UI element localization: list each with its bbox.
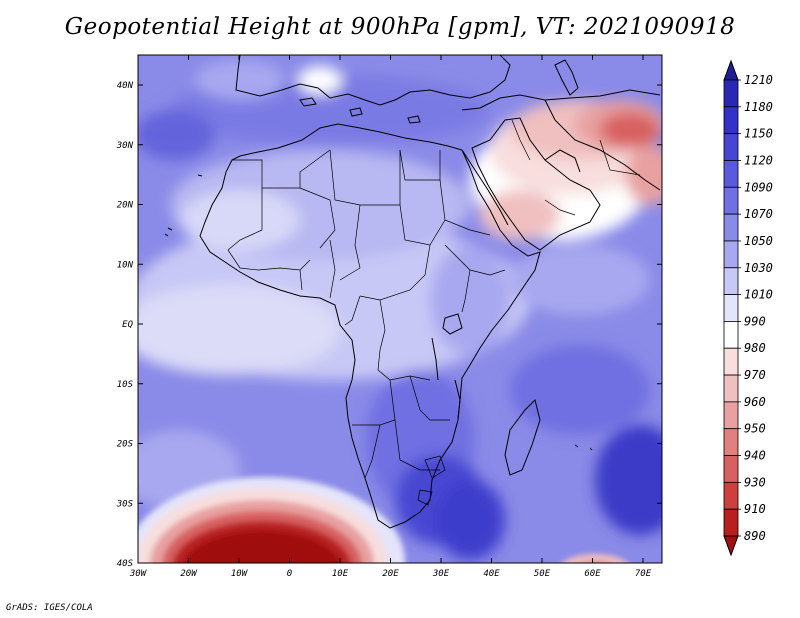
lat-label: 20S <box>117 440 134 450</box>
colorbar-label: 1150 <box>744 127 773 141</box>
colorbar-box <box>723 160 739 188</box>
colorbar-label: 1210 <box>744 73 773 87</box>
coastlines <box>164 55 661 529</box>
colorbar-box <box>723 240 739 269</box>
lon-label: 20E <box>382 569 399 579</box>
colorbar-box <box>723 508 739 537</box>
colorbar-label: 1030 <box>744 261 773 275</box>
lon-ticks <box>137 55 644 563</box>
lat-label: 20N <box>117 201 134 211</box>
colorbar-label: 1090 <box>744 180 773 194</box>
longitude-labels: 30W 20W 10W 0 10E 20E 30E 40E 50E 60E 70E <box>129 569 652 579</box>
lat-label: EQ <box>122 320 133 330</box>
colorbar-label: 970 <box>744 368 766 382</box>
colorbar-bottom-arrow <box>723 535 739 557</box>
credit-text: GrADS: IGES/COLA <box>6 603 93 613</box>
lon-label: 60E <box>584 569 601 579</box>
colorbar-label: 890 <box>744 529 766 543</box>
lat-label: 40N <box>117 81 134 91</box>
colorbar-box <box>723 347 739 376</box>
height-field <box>138 55 662 563</box>
colorbar-box <box>723 186 739 215</box>
colorbar-label: 930 <box>744 475 766 489</box>
lon-label: 50E <box>534 569 551 579</box>
colorbar <box>723 59 739 557</box>
colorbar-box <box>723 401 739 430</box>
colorbar-box <box>723 106 739 135</box>
map-frame <box>137 54 663 564</box>
colorbar-label: 960 <box>744 395 766 409</box>
colorbar-labels: 1210 1180 1150 1120 1090 1070 1050 1030 1010 990 9… <box>738 73 773 543</box>
country-borders <box>227 119 641 506</box>
colorbar-box <box>723 133 739 161</box>
colorbar-label: 990 <box>744 314 766 328</box>
colorbar-label: 940 <box>744 449 766 463</box>
lat-label: 40S <box>117 559 134 569</box>
colorbar-box <box>723 79 739 108</box>
colorbar-label: 1050 <box>744 234 773 248</box>
colorbar-label: 1180 <box>744 100 773 114</box>
lat-label: 10N <box>117 260 134 270</box>
lon-label: 30W <box>129 569 148 579</box>
colorbar-box <box>723 294 739 322</box>
lat-label: 10S <box>117 380 134 390</box>
lon-label: 10W <box>231 569 249 579</box>
lon-label: 20W <box>180 569 198 579</box>
lon-label: 10E <box>332 569 349 579</box>
map-title: Geopotential Height at 900hPa [gpm], VT:… <box>64 14 736 40</box>
lon-label: 0 <box>287 569 292 579</box>
colorbar-box <box>723 428 739 456</box>
colorbar-box <box>723 213 739 242</box>
colorbar-label: 1010 <box>744 288 773 302</box>
colorbar-top-arrow <box>723 59 739 81</box>
colorbar-label: 980 <box>744 341 766 355</box>
colorbar-label: 910 <box>744 502 766 516</box>
colorbar-label: 1120 <box>744 153 773 167</box>
lat-label: 30N <box>116 141 134 151</box>
colorbar-box <box>723 374 739 403</box>
colorbar-box <box>723 455 739 483</box>
colorbar-label: 1070 <box>744 207 773 221</box>
lon-label: 30E <box>432 569 450 579</box>
lat-label: 30S <box>116 499 134 509</box>
colorbar-box <box>723 321 739 349</box>
latitude-labels: 40N 30N 20N 10N EQ 10S 20S 30S 40S <box>116 81 134 569</box>
colorbar-box <box>723 481 739 510</box>
colorbar-label: 950 <box>744 422 766 436</box>
colorbar-box <box>723 267 739 295</box>
lon-label: 40E <box>483 569 500 579</box>
lon-label: 70E <box>635 569 652 579</box>
lat-ticks <box>138 84 662 564</box>
